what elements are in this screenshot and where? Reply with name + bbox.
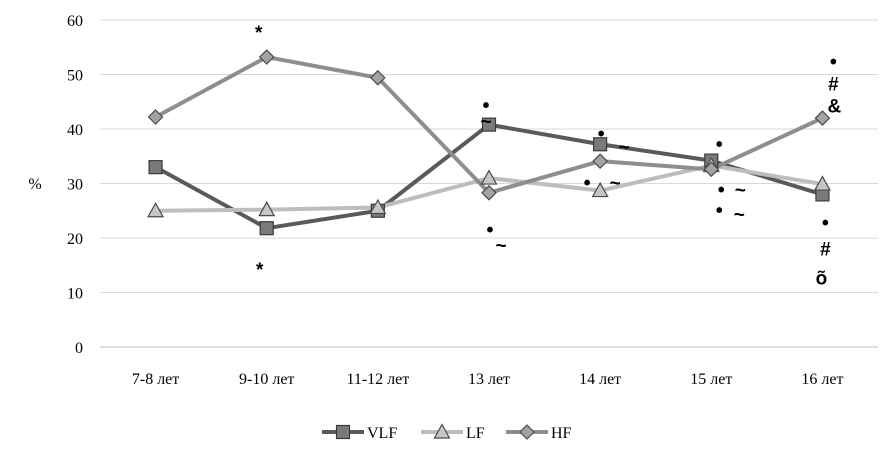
y-tick-label: 0 — [75, 340, 83, 357]
legend-label-hf: HF — [551, 425, 572, 442]
annotation-mark: • — [716, 200, 723, 222]
legend-label-vlf: VLF — [367, 425, 397, 442]
marker-hf — [703, 161, 720, 178]
x-tick-label: 15 лет — [690, 371, 732, 388]
x-tick-label: 11-12 лет — [346, 371, 409, 388]
legend-marker-hf — [519, 424, 535, 440]
marker-hf — [147, 109, 164, 125]
annotation-mark: • — [716, 134, 723, 156]
marker-vlf — [259, 221, 274, 236]
annotation-mark: • — [830, 52, 837, 74]
annotation-mark: * — [255, 23, 263, 44]
x-tick-label: 16 лет — [801, 371, 843, 388]
annotation-mark: • — [598, 123, 605, 145]
legend-label-lf: LF — [466, 425, 485, 442]
y-tick-label: 60 — [67, 13, 83, 30]
legend-marker-lf — [433, 423, 451, 439]
x-axis-ticks: 7-8 лет 9-10 лет 11-12 лет 13 лет 14 лет 15 л… — [132, 371, 844, 388]
y-tick-label: 20 — [67, 231, 83, 248]
marker-hf — [481, 184, 497, 201]
annotation-mark: * — [256, 260, 264, 281]
marker-lf — [591, 181, 609, 198]
annotation-mark: • — [482, 95, 489, 117]
annotation-mark: # — [828, 74, 839, 95]
marker-hf — [370, 69, 386, 86]
y-axis-label: % — [28, 176, 41, 193]
annotation-mark: ~ — [480, 112, 491, 133]
marker-vlf — [593, 137, 608, 152]
series-markers — [147, 49, 831, 236]
annotation-mark: ~ — [495, 236, 506, 257]
y-tick-label: 10 — [67, 286, 83, 303]
marker-vlf — [148, 160, 163, 175]
y-tick-label: 30 — [67, 177, 83, 194]
marker-lf — [813, 175, 831, 191]
y-tick-label: 40 — [67, 122, 83, 139]
annotation-mark: ~ — [734, 205, 745, 226]
marker-hf — [592, 153, 608, 170]
x-tick-label: 14 лет — [579, 371, 621, 388]
marker-lf — [369, 198, 387, 215]
legend: VLF LF HF — [322, 423, 572, 442]
x-tick-label: 9-10 лет — [239, 371, 294, 388]
significance-annotations: **•~•~•~• ~•• ~• ~•#&•#õ — [255, 23, 842, 289]
annotation-mark: • — [486, 219, 493, 241]
annotation-mark: & — [828, 97, 842, 118]
y-tick-label: 50 — [67, 68, 83, 85]
annotation-mark: • — [718, 180, 725, 202]
x-tick-label: 13 лет — [468, 371, 510, 388]
marker-lf — [258, 200, 276, 217]
legend-marker-vlf — [335, 424, 351, 440]
annotation-mark: ~ — [610, 174, 621, 195]
annotation-mark: • — [822, 212, 829, 234]
marker-hf — [814, 110, 831, 126]
annotation-mark: ~ — [619, 138, 630, 159]
marker-hf — [258, 49, 275, 65]
x-tick-label: 7-8 лет — [132, 371, 179, 388]
annotation-mark: õ — [816, 268, 828, 289]
y-axis-ticks: 0 10 20 30 40 50 60 — [67, 13, 83, 357]
marker-lf — [480, 169, 498, 185]
marker-lf — [147, 202, 165, 218]
annotation-mark: • — [584, 173, 591, 195]
marker-vlf — [481, 117, 497, 132]
annotation-mark: ~ — [735, 181, 746, 202]
annotation-mark: # — [820, 239, 831, 260]
